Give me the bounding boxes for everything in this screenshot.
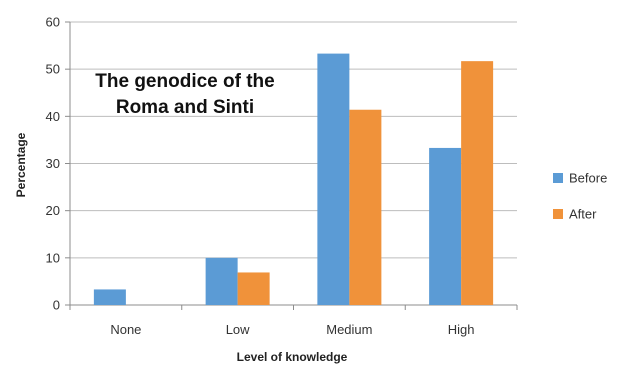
bar-before-high: [429, 147, 462, 305]
x-tick-label: Medium: [326, 322, 372, 337]
y-tick-label: 0: [53, 298, 60, 313]
x-axis-title: Level of knowledge: [237, 350, 348, 364]
bar-after-medium: [349, 109, 382, 305]
y-tick-label: 40: [46, 109, 60, 124]
y-tick-label: 20: [46, 203, 60, 218]
y-tick-label: 50: [46, 62, 60, 77]
bar-before-low: [205, 257, 238, 305]
bar-before-medium: [317, 53, 350, 305]
legend-swatch-after: [553, 209, 563, 219]
y-tick-label: 60: [46, 15, 60, 30]
y-tick-label: 10: [46, 250, 60, 265]
chart-title-line-1: The genodice of the: [95, 71, 274, 92]
y-axis-title: Percentage: [14, 132, 28, 197]
bars: [93, 53, 494, 306]
legend-label-after: After: [569, 207, 597, 222]
legend-label-before: Before: [569, 171, 607, 186]
y-tick-label: 30: [46, 156, 60, 171]
bar-after-high: [461, 61, 494, 306]
legend-swatch-before: [553, 173, 563, 183]
x-tick-label: None: [110, 322, 141, 337]
bar-after-low: [237, 272, 270, 305]
x-tick-label: Low: [226, 322, 250, 337]
labels: The genodice of the Roma and Sinti Level…: [14, 15, 475, 365]
legend: Before After: [553, 171, 607, 222]
x-tick-label: High: [448, 322, 475, 337]
chart-title-line-2: Roma and Sinti: [116, 97, 254, 118]
bar-before-none: [93, 289, 126, 305]
